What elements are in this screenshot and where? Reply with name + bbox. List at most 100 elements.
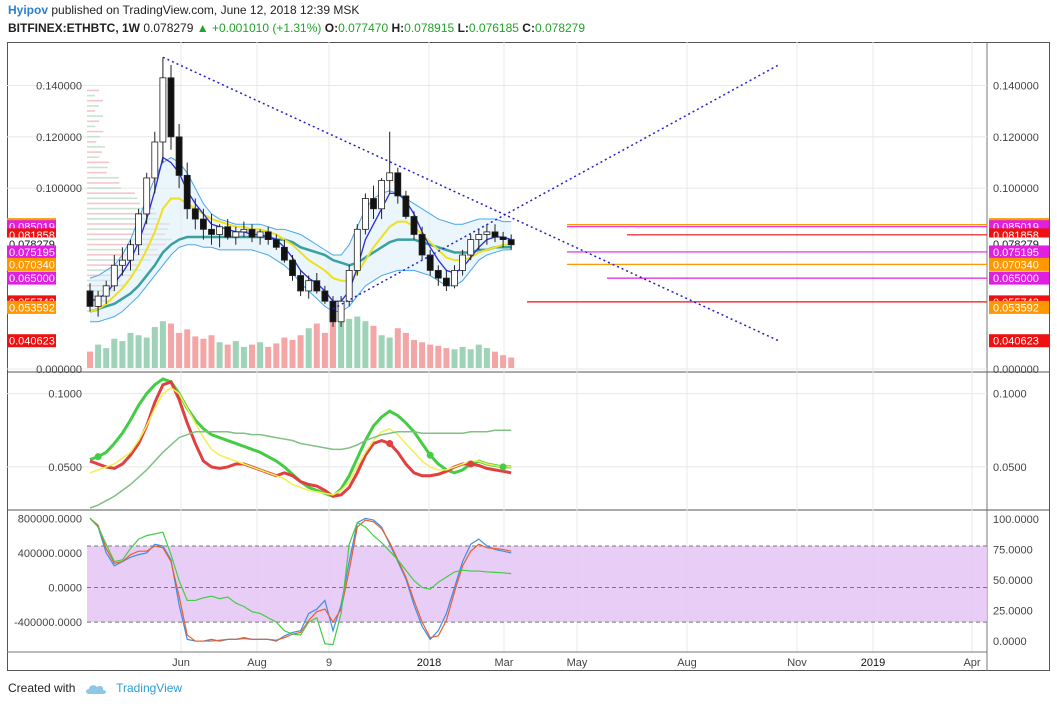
candle-body (119, 259, 126, 266)
volume-profile-bar (87, 212, 157, 215)
volume-bar (321, 332, 328, 368)
volume-profile-bar (87, 187, 121, 189)
candle-body (305, 280, 313, 292)
oscillator-line (89, 386, 512, 496)
candle-body (264, 231, 272, 240)
volume-profile-bar (87, 233, 165, 236)
candle-body (208, 228, 215, 235)
volume-bar (419, 342, 426, 368)
candle-body (167, 77, 175, 138)
volume-bar (346, 318, 353, 368)
close-label: C: (522, 21, 535, 35)
volume-profile-bar (87, 218, 158, 220)
volume-bar (475, 344, 482, 368)
candle-body (337, 300, 345, 323)
signal-dot (386, 439, 394, 447)
volume-bar (232, 341, 239, 368)
publish-info: published on TradingView.com, June 12, 2… (51, 3, 360, 17)
chart-area[interactable]: Jun Aug 9 2018 Mar May Aug Nov 2019 Apr 0.140000 0.… (7, 42, 1050, 671)
candle-body (127, 244, 134, 261)
x-tick-label: Aug (247, 657, 267, 669)
candle-body (175, 136, 183, 176)
right-osc-tick: 0.0500 (993, 462, 1027, 474)
volume-bar (192, 336, 199, 368)
candle-body (297, 275, 305, 292)
volume-bar (508, 357, 515, 368)
left-stoch-tick: -400000.0000 (14, 617, 82, 629)
volume-bar (249, 344, 255, 368)
x-tick-label: Nov (787, 657, 807, 669)
volume-bar (240, 346, 247, 368)
right-price-label: 0.075195 (993, 247, 1039, 259)
candle-body (159, 77, 167, 143)
candle-body (248, 228, 256, 238)
signal-dot (467, 460, 475, 468)
left-price-tick: 0.100000 (36, 183, 82, 195)
change-value: ▲ +0.001010 (+1.31%) (196, 21, 322, 35)
high-value: 0.078915 (404, 21, 455, 35)
volume-profile-bar (87, 161, 110, 164)
right-price-label-box (989, 300, 1049, 314)
volume-profile-bar (87, 192, 135, 194)
volume-profile-bar (87, 115, 104, 117)
volume-profile-bar (87, 238, 173, 241)
left-price-tick: 0.000000 (36, 364, 82, 376)
left-price-label-box (7, 300, 56, 314)
volume-profile-bar (87, 223, 170, 225)
right-stoch-tick: 25.0000 (993, 606, 1033, 618)
candle-body (370, 198, 377, 210)
volume-profile-bar (87, 166, 108, 169)
volume-bar (386, 337, 393, 368)
volume-profile-bar (87, 228, 169, 230)
signal-dot (94, 453, 102, 461)
volume-bar (257, 342, 264, 368)
volume-bar (411, 339, 417, 368)
candle-body (491, 231, 499, 238)
volume-bar (492, 351, 498, 368)
left-stoch-tick: 0.0000 (48, 582, 82, 594)
candle-body (232, 231, 240, 238)
right-price-label-box (989, 334, 1049, 348)
volume-profile-bar (87, 146, 105, 148)
candle-body (272, 239, 280, 248)
left-stoch-tick: 800000.0000 (18, 513, 82, 525)
x-tick-label: 9 (326, 657, 332, 669)
tradingview-brand[interactable]: TradingView (116, 681, 183, 695)
right-price-label-box (989, 271, 1049, 285)
candle-body (280, 246, 288, 261)
volume-profile-bar (87, 125, 96, 128)
left-price-tick: 0.140000 (36, 81, 82, 93)
chart-border (7, 42, 1050, 671)
volume-bar (103, 348, 110, 368)
candle-body (434, 270, 442, 279)
volume-bar (467, 349, 474, 368)
candle-body (329, 300, 337, 323)
ema-slow-line (89, 235, 512, 313)
candle-body (499, 236, 507, 240)
volume-bar (459, 346, 466, 368)
volume-bar (281, 337, 288, 368)
candle-body (216, 226, 224, 235)
right-stoch-tick: 50.0000 (993, 575, 1033, 587)
volume-bar (289, 339, 296, 368)
volume-bar (483, 348, 490, 368)
volume-bar (200, 338, 207, 368)
x-tick-label: 2019 (861, 657, 885, 669)
left-price-tick: 0.120000 (36, 132, 82, 144)
volume-bar (143, 337, 150, 368)
volume-bar (443, 348, 450, 368)
left-price-label-box (7, 245, 56, 259)
author-name[interactable]: Hyipov (8, 3, 49, 17)
volume-profile-bar (87, 197, 138, 200)
stoch-line (89, 517, 512, 642)
candle-body (191, 208, 199, 220)
candle-body (459, 254, 467, 271)
volume-profile-bar (87, 176, 119, 179)
candle-body (143, 177, 151, 215)
candle-body (410, 216, 418, 235)
candle-body (110, 264, 118, 287)
candle-body (240, 228, 248, 233)
left-price-label: 0.040623 (9, 336, 55, 348)
candle-body (321, 290, 329, 302)
volume-bar (394, 328, 401, 368)
